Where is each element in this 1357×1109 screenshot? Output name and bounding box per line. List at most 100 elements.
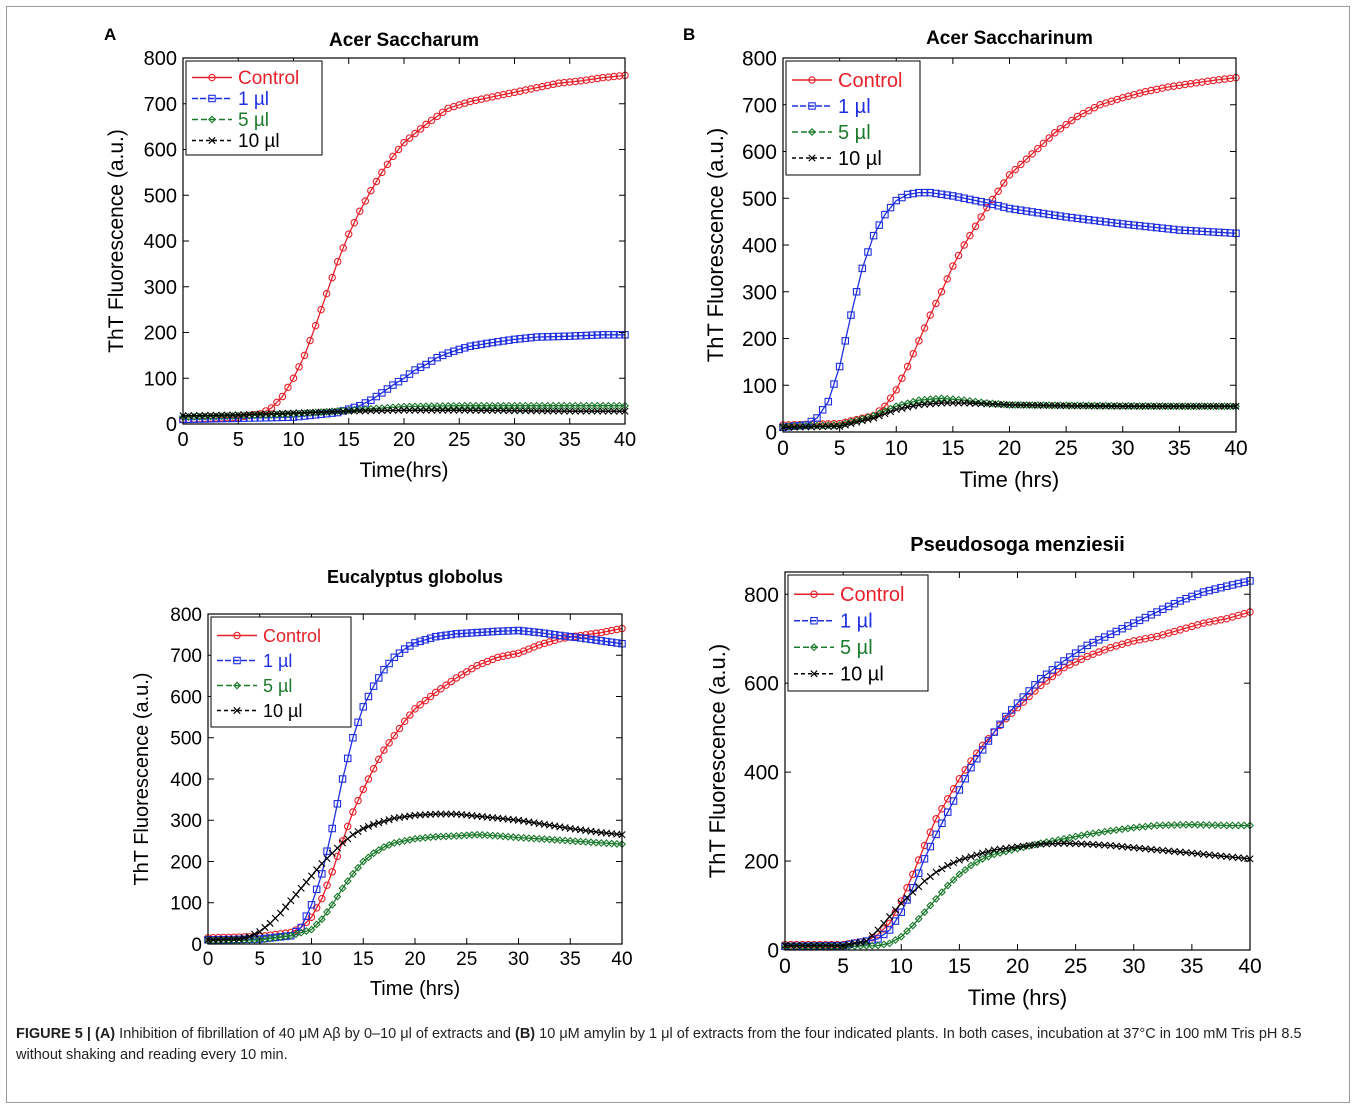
data-point xyxy=(1045,210,1053,219)
data-point xyxy=(433,112,441,121)
data-point xyxy=(1113,402,1121,410)
data-point xyxy=(790,423,798,431)
data-point xyxy=(1000,179,1008,187)
data-point xyxy=(1005,171,1014,179)
data-point xyxy=(990,846,998,854)
data-point xyxy=(364,822,373,831)
data-point xyxy=(447,677,455,686)
data-point xyxy=(604,407,613,415)
data-point xyxy=(1102,218,1110,226)
data-point xyxy=(1002,844,1010,852)
data-point xyxy=(555,836,564,845)
data-point xyxy=(1034,208,1042,217)
data-point xyxy=(389,406,397,415)
series-markers-2 xyxy=(204,626,626,944)
data-point xyxy=(1175,81,1184,90)
data-point xyxy=(554,401,563,410)
data-point xyxy=(577,407,585,415)
data-point xyxy=(1181,226,1189,235)
data-point xyxy=(593,331,602,339)
data-point xyxy=(954,251,963,260)
data-point xyxy=(433,406,441,414)
data-point xyxy=(571,77,580,86)
data-point xyxy=(385,816,393,824)
data-point xyxy=(378,389,386,397)
data-point xyxy=(311,321,320,330)
data-point xyxy=(519,627,528,635)
x-tick-label: 35 xyxy=(1168,437,1191,460)
data-point xyxy=(1079,109,1087,118)
data-point xyxy=(442,810,450,818)
data-point xyxy=(1198,78,1206,86)
y-tick-label: 200 xyxy=(170,852,202,873)
data-point xyxy=(943,191,951,199)
x-tick-label: 30 xyxy=(1111,437,1134,460)
data-point xyxy=(581,837,590,846)
data-point xyxy=(504,651,512,659)
data-point xyxy=(937,399,946,407)
data-point xyxy=(994,201,1002,210)
data-point xyxy=(1119,402,1127,410)
data-point xyxy=(818,406,827,414)
data-point xyxy=(521,86,530,94)
legend-marker-2 xyxy=(808,102,816,110)
data-point xyxy=(841,421,849,429)
data-point xyxy=(483,406,491,415)
data-point xyxy=(549,332,557,341)
x-tick-label: 5 xyxy=(837,955,849,978)
data-point xyxy=(1234,854,1242,862)
data-point xyxy=(449,347,458,356)
series-line-3 xyxy=(785,823,1250,948)
legend-marker-4 xyxy=(233,706,241,715)
data-point xyxy=(1234,579,1243,588)
data-point xyxy=(1188,592,1196,601)
data-point xyxy=(897,899,905,907)
data-point xyxy=(1031,681,1039,689)
data-point xyxy=(545,835,554,844)
y-tick-label: 0 xyxy=(191,935,202,956)
data-point xyxy=(804,941,812,950)
data-point xyxy=(1220,402,1229,411)
data-point xyxy=(1188,849,1196,857)
data-point xyxy=(903,927,912,936)
data-point xyxy=(1226,402,1235,411)
data-point xyxy=(602,637,611,646)
data-point xyxy=(343,822,352,831)
data-point xyxy=(1017,160,1025,169)
legend-label-4: 10 µl xyxy=(838,148,882,170)
data-point xyxy=(852,416,861,425)
data-point xyxy=(597,628,606,637)
data-point xyxy=(1022,207,1031,215)
data-point xyxy=(1056,124,1065,133)
data-point xyxy=(524,834,533,843)
data-point xyxy=(1031,841,1039,849)
data-point xyxy=(1141,87,1150,96)
data-point xyxy=(1220,75,1229,83)
data-point xyxy=(920,324,929,332)
data-point xyxy=(375,755,383,764)
data-point xyxy=(571,407,579,415)
data-point xyxy=(354,828,362,836)
data-point xyxy=(920,855,929,863)
data-point xyxy=(1221,402,1229,410)
x-tick-label: 10 xyxy=(301,949,322,970)
data-point xyxy=(504,627,512,635)
y-tick-label: 100 xyxy=(144,368,177,390)
data-point xyxy=(813,423,821,431)
data-point xyxy=(348,869,357,878)
data-point xyxy=(389,152,397,161)
data-point xyxy=(914,914,923,923)
data-point xyxy=(1209,402,1218,411)
data-point xyxy=(494,627,502,636)
data-point xyxy=(886,394,895,402)
data-point xyxy=(416,125,425,133)
x-tick-label: 30 xyxy=(508,949,529,970)
y-tick-label: 400 xyxy=(170,770,202,791)
data-point xyxy=(909,888,917,896)
y-tick-label: 600 xyxy=(144,140,177,162)
data-point xyxy=(582,634,590,643)
data-point xyxy=(1159,846,1167,855)
data-point xyxy=(892,405,900,414)
data-point xyxy=(1083,840,1091,848)
